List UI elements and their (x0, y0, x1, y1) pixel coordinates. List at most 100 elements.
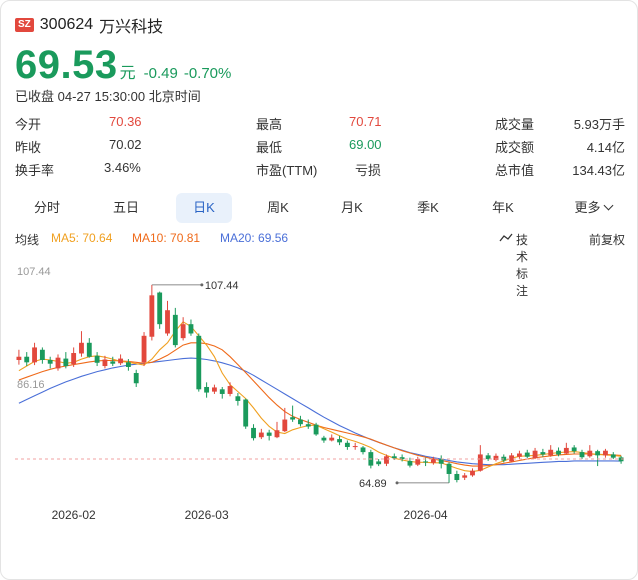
stat-value: 4.14亿 (586, 140, 625, 155)
candle-body (352, 446, 358, 448)
candle-body (71, 353, 77, 365)
candle-body (55, 357, 61, 369)
stock-name: 万兴科技 (99, 19, 164, 36)
tab-weekly-k[interactable]: 周K (267, 200, 289, 215)
candle-body (298, 419, 303, 425)
candle-body (524, 452, 530, 457)
candle-body (337, 439, 342, 443)
candle-body (157, 292, 163, 325)
tab-quarterly-k[interactable]: 季K (417, 200, 439, 215)
candlestick-chart[interactable]: 107.44 64.89 107.44 86.16 2026-02 2026-03 2026… (1, 253, 637, 553)
y-axis-label: 107.44 (17, 266, 51, 278)
candle-body (110, 361, 116, 364)
candle-body (579, 452, 585, 458)
candle-body (571, 447, 577, 452)
candle-body (430, 459, 436, 463)
stat-value: 134.43亿 (572, 163, 625, 178)
candle-body (94, 355, 100, 363)
x-axis-tick-label: 2026-02 (52, 508, 96, 522)
ma20-line (18, 357, 622, 466)
candle-body (344, 442, 350, 447)
stat-label: 成交额 (495, 140, 535, 155)
stat-label: 今开 (15, 117, 42, 132)
tab-more[interactable]: 更多 (561, 193, 625, 223)
tab-more-label: 更多 (574, 200, 601, 215)
candle-body (423, 461, 429, 463)
candle-body (470, 470, 475, 476)
stat-label: 最低 (256, 140, 283, 155)
candle-body (235, 396, 241, 401)
stat-value: 70.36 (109, 114, 142, 129)
candle-body (188, 324, 194, 334)
candle-body (509, 455, 515, 462)
candle-body (399, 457, 405, 460)
candle-body (211, 387, 217, 392)
candle-body (24, 356, 30, 363)
trend-icon (499, 233, 513, 242)
candle-body (39, 349, 45, 360)
candle-body (86, 342, 92, 357)
candle-body (118, 358, 124, 364)
candle-body (266, 432, 272, 436)
stat-label: 成交量 (495, 117, 535, 132)
chart-labels: 107.44 64.89 107.44 86.16 2026-02 2026-03 2026… (15, 266, 625, 522)
candle-body (493, 455, 499, 461)
candle-body (125, 362, 131, 367)
stock-header: SZ 300624 万兴科技 (15, 13, 163, 37)
price-row: 69.53 元 -0.49 -0.70% (15, 43, 237, 88)
tab-daily-k[interactable]: 日K (176, 193, 232, 223)
adjust-mode-button[interactable]: 前复权 (588, 233, 625, 247)
tab-yearly-k[interactable]: 年K (492, 200, 514, 215)
y-axis-label: 86.16 (17, 379, 45, 391)
ma-lines (18, 321, 622, 473)
candle-body (133, 373, 139, 384)
candle-body (79, 342, 84, 354)
technical-annotation-button[interactable]: 技术标注 (499, 231, 528, 298)
stats-row: 昨收 70.02 最低 69.00 成交额 4.14亿 (15, 137, 625, 160)
stock-code: 300624 (39, 16, 94, 33)
chevron-down-icon (603, 200, 613, 211)
tab-monthly-k[interactable]: 月K (341, 200, 363, 215)
candle-body (438, 459, 444, 464)
min-marker-dot (395, 481, 399, 485)
candle-body (165, 310, 170, 334)
stats-row: 今开 70.36 最高 70.71 成交量 5.93万手 (15, 114, 625, 137)
candle-body (274, 430, 280, 438)
candle-body (587, 450, 593, 457)
candle-body (415, 459, 421, 465)
price-change-pct: -0.70% (183, 65, 232, 82)
candle-body (391, 456, 397, 459)
candle-body (384, 456, 389, 464)
tab-intraday[interactable]: 分时 (33, 200, 60, 215)
technical-annotation-label: 技术标注 (516, 233, 529, 298)
candle-body (16, 356, 22, 360)
market-status: 已收盘 04-27 15:30:00 北京时间 (15, 89, 201, 104)
max-price-label: 107.44 (205, 280, 239, 292)
x-axis-tick-label: 2026-03 (185, 508, 229, 522)
stats-grid: 今开 70.36 最高 70.71 成交量 5.93万手 昨收 70.02 最低… (15, 114, 625, 183)
candle-body (329, 437, 335, 441)
candle-body (149, 295, 155, 337)
candle-body (196, 335, 202, 390)
candle-body (180, 324, 186, 339)
stat-label: 最高 (256, 117, 283, 132)
ma20-value: MA20: 69.56 (220, 231, 289, 245)
price-unit: 元 (119, 65, 136, 82)
max-marker-dot (200, 283, 204, 287)
candle-body (462, 475, 468, 478)
ma10-value: MA10: 70.81 (132, 231, 201, 245)
tab-five-day[interactable]: 五日 (112, 200, 139, 215)
candle-body (407, 460, 413, 466)
candle-body (610, 454, 616, 458)
stat-label: 总市值 (495, 163, 535, 178)
ma5-line (18, 321, 622, 473)
candle-body (313, 424, 319, 435)
candle-body (172, 314, 178, 346)
price-change: -0.49 (143, 65, 178, 82)
stat-label: 换手率 (15, 163, 55, 178)
candle-body (563, 447, 569, 454)
candle-body (290, 417, 296, 420)
candle-body (446, 463, 452, 474)
stat-value: 亏损 (355, 163, 382, 178)
candle-body (258, 432, 264, 438)
